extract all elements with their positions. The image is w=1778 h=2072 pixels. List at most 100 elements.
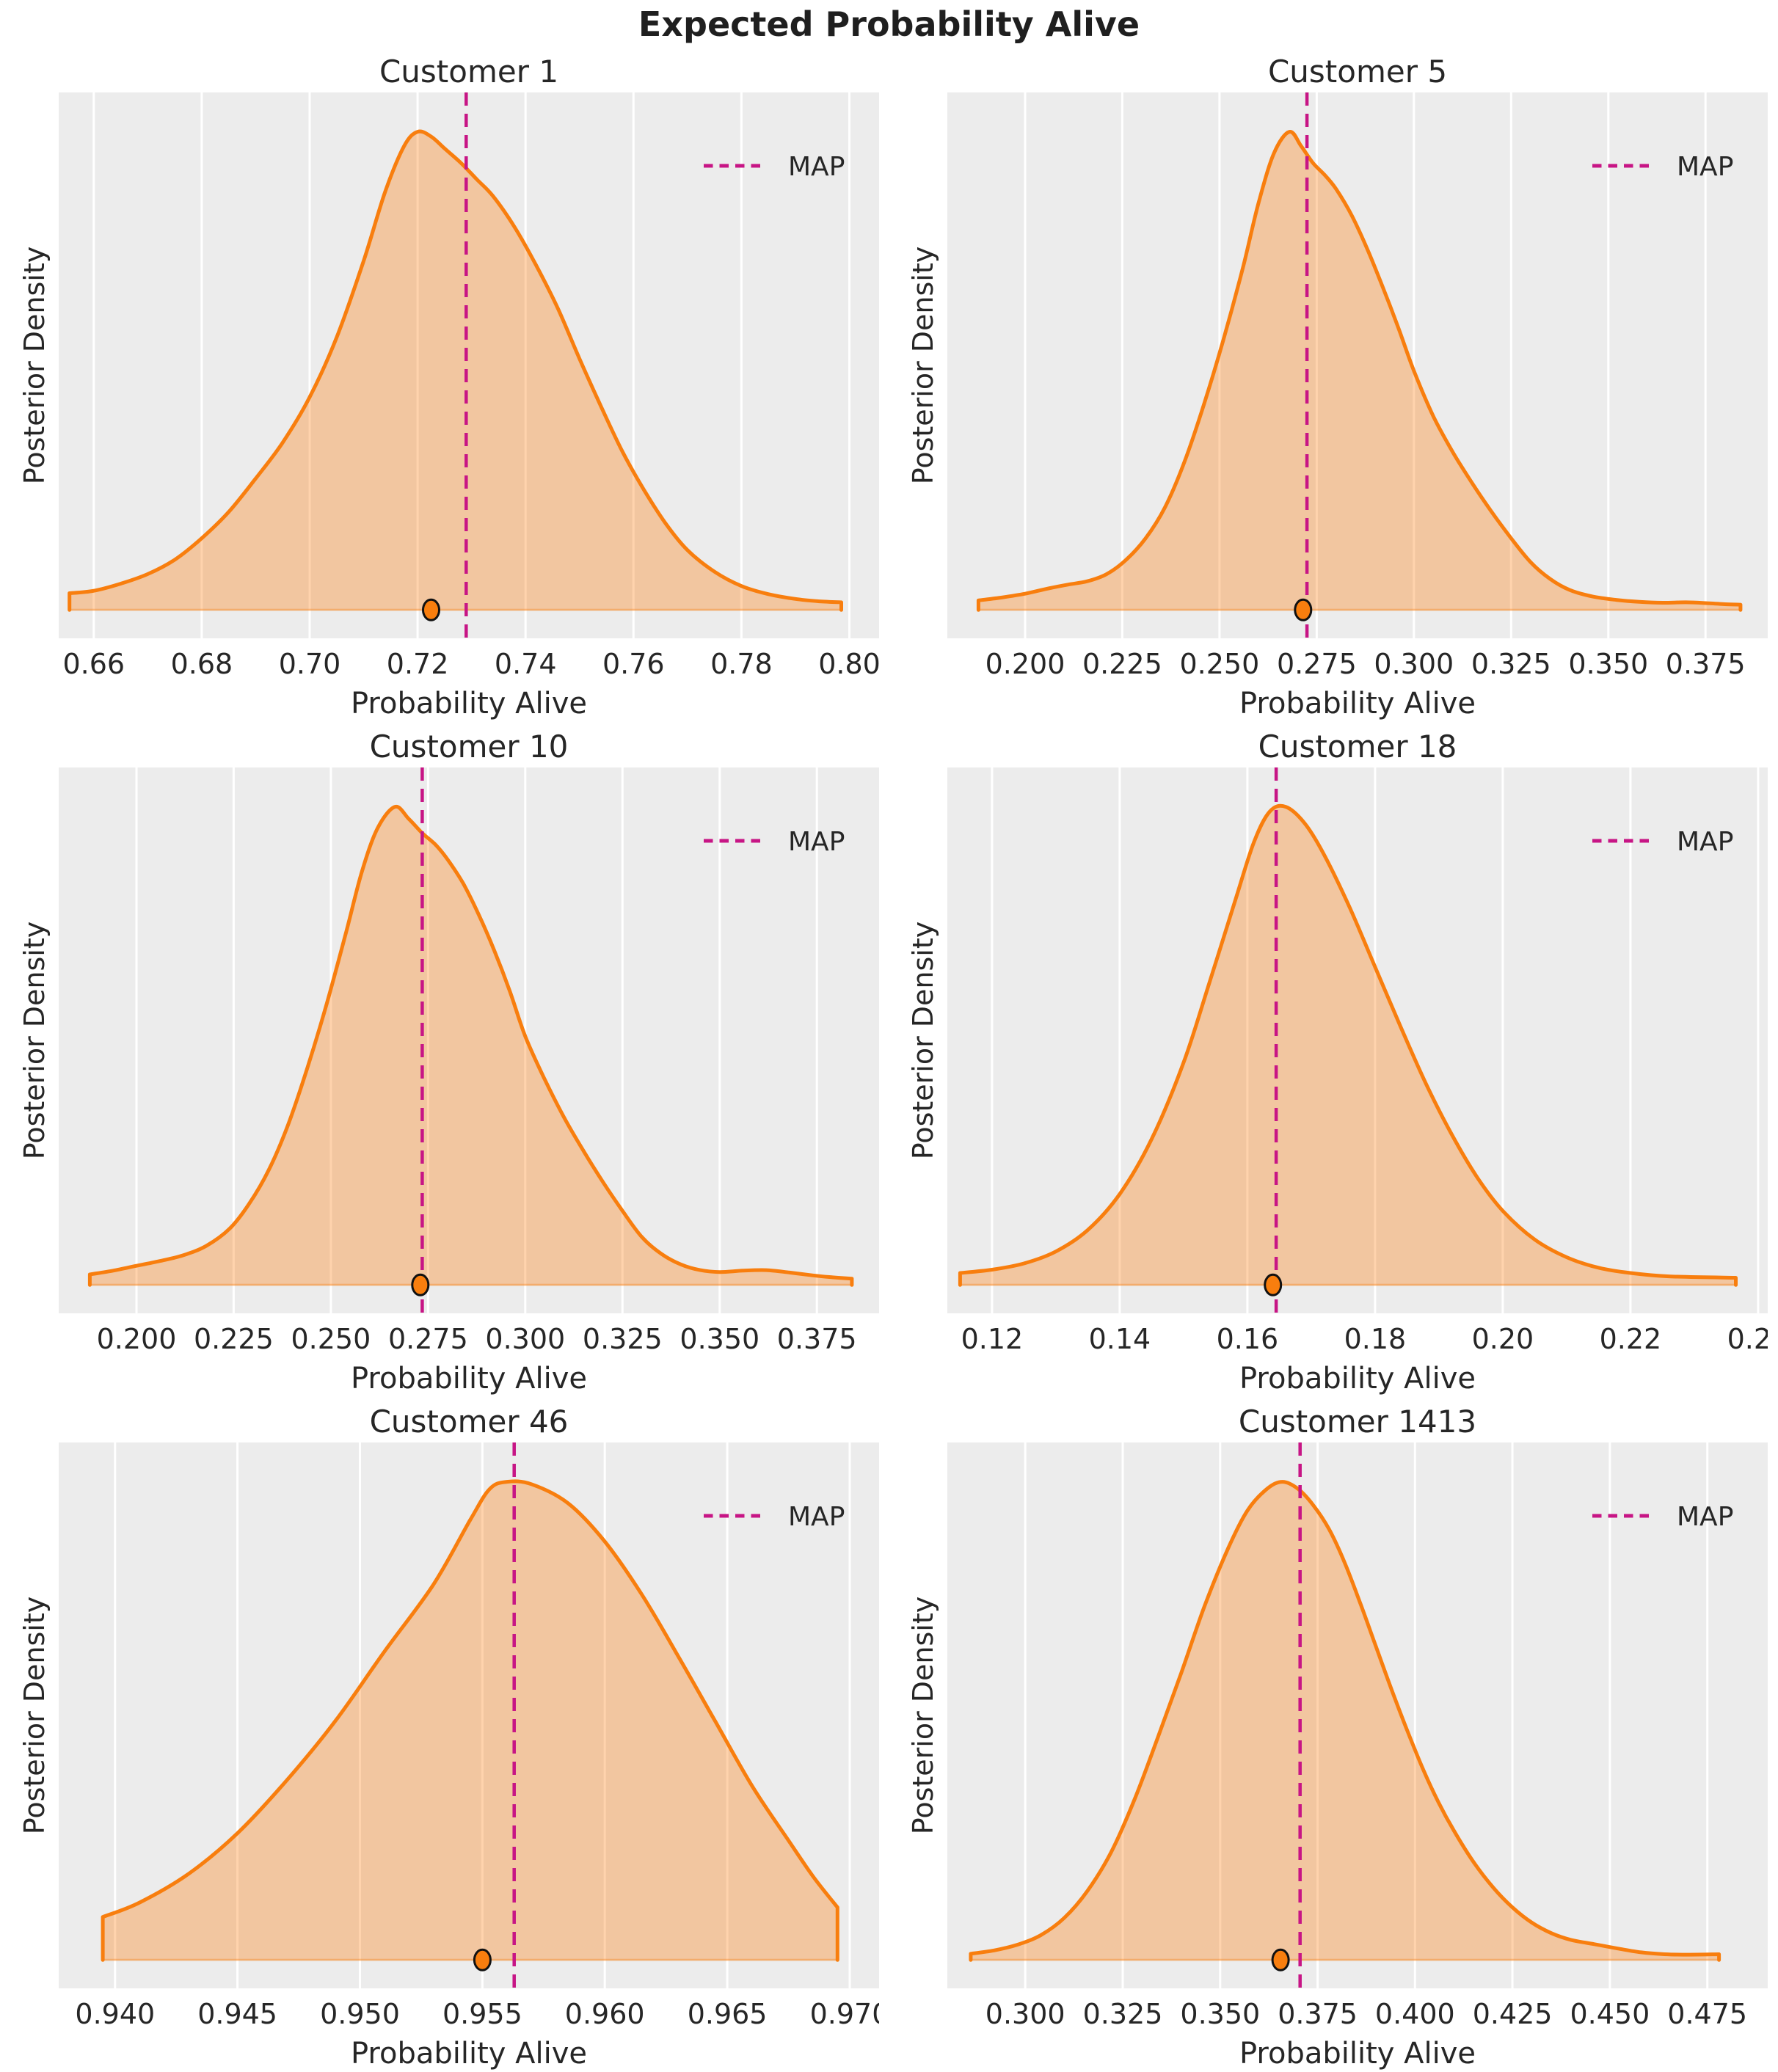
x-tick-label: 0.425: [1473, 1998, 1553, 2030]
axes-background: [947, 92, 1768, 638]
x-tick-label: 0.68: [171, 648, 233, 680]
x-axis-label: Probability Alive: [350, 1362, 588, 1396]
sample-point: [1294, 598, 1313, 621]
x-tick-label: 0.375: [1278, 1998, 1358, 2030]
x-tick-label: 0.960: [565, 1998, 645, 2030]
x-tick-label: 0.20: [1472, 1323, 1534, 1355]
x-axis-label: Probability Alive: [1239, 1362, 1476, 1396]
x-tick-label: 0.945: [197, 1998, 277, 2030]
subplot-title: Customer 5: [1267, 53, 1448, 90]
density-plot: MAP 0.300 0.325 0.350 0.375 0.400 0.425 0.450 0.…: [947, 1442, 1768, 2030]
density-curve: [101, 1479, 839, 1962]
legend-map-label: MAP: [788, 1502, 845, 1532]
density-curve: [68, 129, 843, 612]
density-curve: [976, 130, 1743, 612]
legend-map-label: MAP: [1677, 1502, 1733, 1532]
x-tick-label: 0.225: [1082, 648, 1162, 680]
y-axis-label: Posterior Density: [18, 1596, 51, 1835]
legend-map-label: MAP: [788, 152, 845, 182]
x-tick-label: 0.275: [388, 1323, 468, 1355]
x-tick-label: 0.450: [1570, 1998, 1650, 2030]
x-tick-label: 0.325: [583, 1323, 663, 1355]
x-tick-label: 0.14: [1089, 1323, 1151, 1355]
x-tick-label: 0.300: [485, 1323, 565, 1355]
sample-point: [1264, 1273, 1283, 1296]
x-tick-label: 0.375: [1666, 648, 1746, 680]
y-axis-label: Posterior Density: [907, 921, 940, 1160]
density-curve: [87, 804, 854, 1287]
x-tick-label: 0.350: [1180, 1998, 1260, 2030]
density-fill: [960, 806, 1736, 1285]
x-tick-label: 0.200: [97, 1323, 177, 1355]
density-curve: [969, 1480, 1721, 1962]
density-fill: [90, 806, 852, 1285]
x-tick-label: 0.275: [1277, 648, 1357, 680]
x-tick-label: 0.350: [1568, 648, 1648, 680]
subplot-grid: Customer 1 Posterior Density MAP 0.66 0.68…: [0, 50, 1778, 2072]
y-axis-label: Posterior Density: [907, 1596, 940, 1835]
subplot-customer-10: Customer 10 Posterior Density MAP 0.200 0.…: [10, 725, 879, 1397]
x-tick-label: 0.74: [495, 648, 557, 680]
axes-background: [59, 767, 879, 1313]
x-tick-label: 0.24: [1727, 1323, 1768, 1355]
figure-title: Expected Probability Alive: [638, 4, 1140, 44]
sample-point: [1271, 1948, 1290, 1971]
y-axis-label: Posterior Density: [18, 921, 51, 1160]
x-tick-label: 0.475: [1667, 1998, 1747, 2030]
x-tick-label: 0.72: [387, 648, 449, 680]
x-tick-label: 0.300: [1374, 648, 1454, 680]
density-fill: [970, 1481, 1719, 1960]
density-plot: MAP 0.12 0.14 0.16 0.18 0.20 0.22 0.24: [947, 767, 1768, 1355]
x-tick-label: 0.300: [985, 1998, 1065, 2030]
x-tick-label: 0.955: [442, 1998, 522, 2030]
x-tick-label: 0.325: [1471, 648, 1551, 680]
x-tick-label: 0.965: [688, 1998, 768, 2030]
density-plot: MAP 0.66 0.68 0.70 0.72 0.74 0.76 0.78 0.80: [59, 92, 879, 680]
x-tick-label: 0.250: [291, 1323, 371, 1355]
y-axis-label: Posterior Density: [18, 246, 51, 485]
sample-point: [473, 1948, 492, 1971]
density-plot: MAP 0.200 0.225 0.250 0.275 0.300 0.325 0.350 0.…: [59, 767, 879, 1355]
sample-point: [422, 598, 440, 621]
subplot-customer-1413: Customer 1413 Posterior Density MAP 0.300…: [899, 1400, 1768, 2072]
x-tick-label: 0.70: [279, 648, 341, 680]
subplot-customer-1: Customer 1 Posterior Density MAP 0.66 0.68…: [10, 50, 879, 722]
x-tick-label: 0.200: [985, 648, 1065, 680]
legend-map-label: MAP: [1677, 152, 1733, 182]
axes-background: [59, 1442, 879, 1988]
x-tick-label: 0.350: [679, 1323, 759, 1355]
x-tick-label: 0.325: [1083, 1998, 1163, 2030]
subplot-title: Customer 18: [1258, 728, 1457, 765]
legend-map-label: MAP: [788, 827, 845, 857]
density-curve: [958, 803, 1738, 1287]
legend-map-label: MAP: [1677, 827, 1733, 857]
density-fill: [978, 131, 1741, 610]
x-tick-label: 0.375: [777, 1323, 857, 1355]
x-tick-label: 0.80: [818, 648, 879, 680]
density-fill: [103, 1481, 838, 1960]
x-tick-label: 0.22: [1600, 1323, 1662, 1355]
x-tick-label: 0.225: [194, 1323, 274, 1355]
x-axis-label: Probability Alive: [350, 687, 588, 721]
subplot-title: Customer 10: [369, 728, 569, 765]
x-tick-label: 0.76: [602, 648, 665, 680]
x-tick-label: 0.950: [320, 1998, 400, 2030]
y-axis-label: Posterior Density: [907, 246, 940, 485]
x-tick-label: 0.18: [1344, 1323, 1407, 1355]
subplot-customer-18: Customer 18 Posterior Density MAP 0.12 0.1…: [899, 725, 1768, 1397]
subplot-title: Customer 1413: [1238, 1403, 1477, 1440]
x-tick-label: 0.400: [1375, 1998, 1455, 2030]
x-tick-label: 0.250: [1180, 648, 1260, 680]
x-tick-label: 0.16: [1217, 1323, 1279, 1355]
x-tick-label: 0.940: [75, 1998, 155, 2030]
x-tick-label: 0.78: [710, 648, 773, 680]
x-tick-label: 0.970: [810, 1998, 879, 2030]
subplot-title: Customer 46: [369, 1403, 569, 1440]
x-tick-label: 0.66: [62, 648, 125, 680]
subplot-customer-46: Customer 46 Posterior Density MAP 0.940 0.…: [10, 1400, 879, 2072]
subplot-title: Customer 1: [379, 53, 559, 90]
subplot-customer-5: Customer 5 Posterior Density MAP 0.200 0.2…: [899, 50, 1768, 722]
x-axis-label: Probability Alive: [1239, 687, 1476, 721]
density-plot: MAP 0.940 0.945 0.950 0.955 0.960 0.965 0.970: [59, 1442, 879, 2030]
x-tick-label: 0.12: [961, 1323, 1024, 1355]
